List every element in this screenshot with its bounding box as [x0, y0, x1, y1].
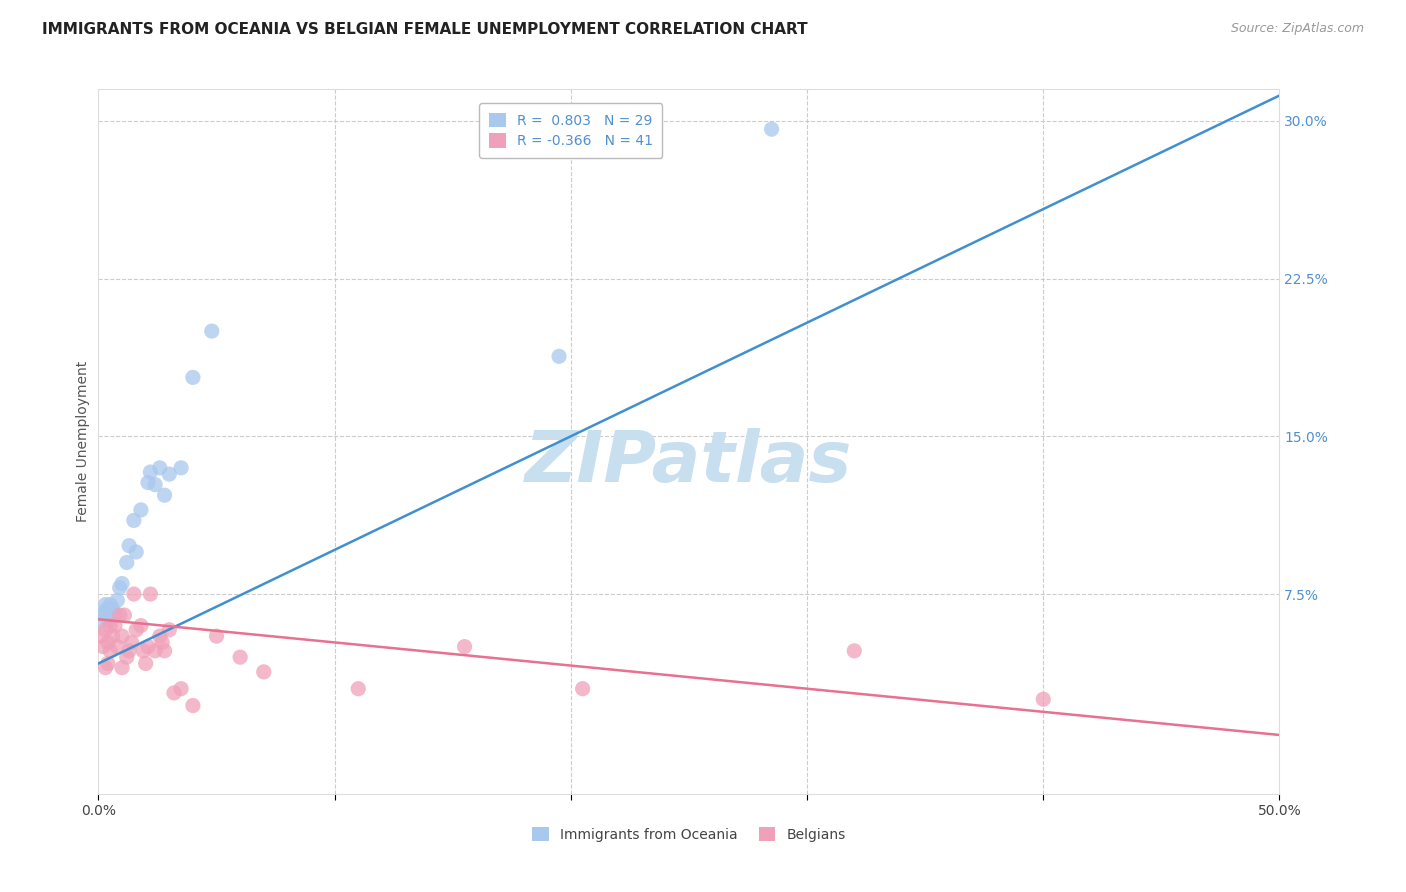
Point: [149, 629, 172, 643]
Point: [135, 657, 157, 671]
Point: [150, 635, 173, 649]
Point: [94, 604, 117, 618]
Point: [118, 539, 141, 553]
Point: [132, 644, 155, 658]
Point: [761, 122, 783, 136]
Point: [139, 465, 162, 479]
Point: [153, 644, 176, 658]
Point: [105, 640, 128, 654]
Point: [104, 608, 127, 623]
Point: [205, 629, 228, 643]
Point: [170, 681, 193, 696]
Point: [91, 608, 114, 623]
Point: [153, 488, 176, 502]
Point: [201, 324, 224, 338]
Point: [108, 581, 131, 595]
Point: [111, 661, 134, 675]
Point: [90, 615, 112, 629]
Point: [548, 349, 571, 363]
Point: [181, 370, 204, 384]
Point: [108, 608, 131, 623]
Point: [91, 640, 114, 654]
Point: [97, 635, 120, 649]
Point: [122, 587, 145, 601]
Point: [94, 598, 117, 612]
Point: [101, 629, 124, 643]
Point: [97, 601, 120, 615]
Point: [97, 612, 120, 626]
Point: [229, 650, 252, 665]
Point: [149, 460, 172, 475]
Point: [98, 644, 121, 658]
Point: [98, 612, 121, 626]
Y-axis label: Female Unemployment: Female Unemployment: [76, 361, 90, 522]
Point: [111, 629, 134, 643]
Legend: Immigrants from Oceania, Belgians: Immigrants from Oceania, Belgians: [524, 819, 853, 850]
Point: [1032, 692, 1054, 706]
Point: [139, 587, 162, 601]
Point: [181, 698, 204, 713]
Point: [253, 665, 276, 679]
Point: [125, 623, 148, 637]
Point: [97, 657, 120, 671]
Point: [170, 460, 193, 475]
Point: [104, 618, 127, 632]
Point: [163, 686, 186, 700]
Text: Source: ZipAtlas.com: Source: ZipAtlas.com: [1230, 22, 1364, 36]
Point: [98, 598, 121, 612]
Point: [157, 467, 180, 482]
Text: ZIPatlas: ZIPatlas: [526, 428, 852, 497]
Point: [122, 513, 145, 527]
Point: [115, 556, 138, 570]
Point: [115, 650, 138, 665]
Point: [112, 608, 135, 623]
Text: IMMIGRANTS FROM OCEANIA VS BELGIAN FEMALE UNEMPLOYMENT CORRELATION CHART: IMMIGRANTS FROM OCEANIA VS BELGIAN FEMAL…: [42, 22, 808, 37]
Point: [125, 545, 148, 559]
Point: [143, 477, 166, 491]
Point: [101, 601, 124, 615]
Point: [98, 618, 121, 632]
Point: [129, 503, 152, 517]
Point: [136, 640, 159, 654]
Point: [571, 681, 593, 696]
Point: [143, 644, 166, 658]
Point: [136, 475, 159, 490]
Point: [844, 644, 866, 658]
Point: [121, 635, 143, 649]
Point: [105, 593, 128, 607]
Point: [90, 629, 112, 643]
Point: [111, 576, 134, 591]
Point: [347, 681, 370, 696]
Point: [118, 644, 141, 658]
Point: [94, 623, 117, 637]
Point: [157, 623, 180, 637]
Point: [129, 618, 152, 632]
Point: [94, 661, 117, 675]
Point: [453, 640, 475, 654]
